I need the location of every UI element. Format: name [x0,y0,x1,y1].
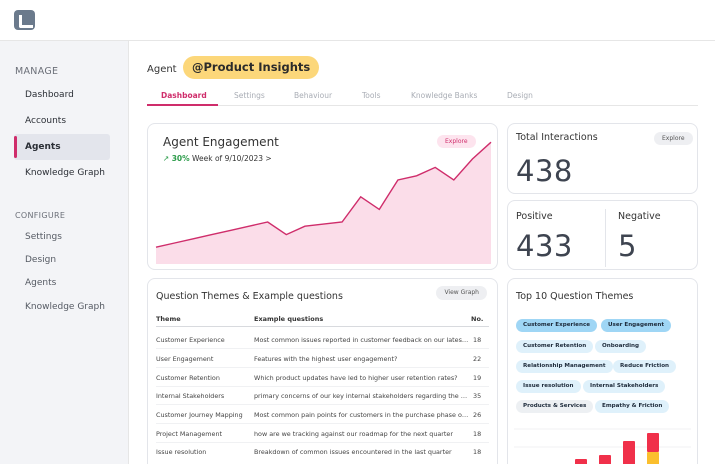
positive-value: 433 [516,229,573,263]
engagement-trend-chart [155,141,492,264]
table-row[interactable]: User Engagement Features with the highes… [156,350,489,368]
table-row[interactable]: Issue resolution Breakdown of common iss… [156,443,489,461]
row-theme: Customer Retention [156,374,220,382]
theme-chip-reduce-friction[interactable]: Reduce Friction [613,360,677,373]
theme-chip-issue-resolution[interactable]: Issue resolution [516,380,581,393]
row-example-question: primary concerns of our key internal sta… [254,392,469,400]
tab-tools[interactable]: Tools [362,91,381,100]
theme-chip-relationship-management[interactable]: Relationship Management [516,360,613,373]
row-theme: Issue resolution [156,448,207,456]
sentiment-card: Positive 433 Negative 5 [507,200,698,270]
top-themes-bar-chart [514,428,691,464]
row-example-question: Which product updates have led to higher… [254,374,458,382]
theme-chip-onboarding[interactable]: Onboarding [595,340,647,353]
theme-chip-products-services[interactable]: Products & Services [516,400,594,413]
row-count: 18 [473,448,482,456]
manage-section-title: MANAGE [15,66,59,77]
bar-segment [623,441,635,464]
sidebar: MANAGE Dashboard Accounts Agents Knowled… [0,41,129,464]
top-themes-card: Top 10 Question Themes Customer Experien… [507,278,698,464]
theme-chip-internal-stakeholders[interactable]: Internal Stakeholders [583,380,666,393]
sidebar-item-dashboard[interactable]: Dashboard [25,90,74,100]
agent-name-badge[interactable]: @Product Insights [183,56,320,79]
tab-behaviour[interactable]: Behaviour [294,91,333,100]
theme-chip-user-engagement[interactable]: User Engagement [601,319,672,332]
question-themes-card: Question Themes & Example questions View… [147,278,498,464]
bar-segment [599,455,611,464]
row-theme: Customer Journey Mapping [156,411,243,419]
total-interactions-card: Total Interactions Explore 438 [507,123,698,194]
table-row[interactable]: Customer Experience Most common issues r… [156,331,489,349]
sidebar-item-agents[interactable]: Agents [14,134,110,160]
top-bar [0,0,715,41]
tab-settings[interactable]: Settings [234,91,265,100]
row-example-question: how are we tracking against our roadmap … [254,430,453,438]
bar-segment [575,459,587,464]
agent-engagement-card: Agent Engagement ↗ 30% Week of 9/10/2023… [147,123,498,270]
table-row[interactable]: Customer Journey Mapping Most common pai… [156,406,489,424]
bar-segment [647,433,659,452]
column-header-count[interactable]: No. [471,315,484,323]
row-count: 18 [473,430,482,438]
row-count: 22 [473,355,482,363]
row-theme: Internal Stakeholders [156,392,225,400]
engagement-explore-button[interactable]: Explore [437,135,476,148]
row-example-question: Most common issues reported in customer … [254,336,469,344]
configure-section-title: CONFIGURE [15,211,66,220]
sidebar-item-config-agents[interactable]: Agents [25,278,57,288]
agent-label: Agent [147,64,177,75]
table-header-divider [156,326,489,327]
column-header-example-questions[interactable]: Example questions [254,315,324,323]
table-row[interactable]: Project Management how are we tracking a… [156,425,489,443]
theme-chip-customer-retention[interactable]: Customer Retention [516,340,594,353]
tab-dashboard[interactable]: Dashboard [161,91,207,100]
engagement-subtitle: ↗ 30% Week of 9/10/2023 > [163,154,272,163]
row-example-question: Features with the highest user engagemen… [254,355,398,363]
negative-value: 5 [618,229,637,263]
total-interactions-title: Total Interactions [516,132,598,143]
sidebar-item-accounts[interactable]: Accounts [25,116,67,126]
trend-up-icon: ↗ [163,154,170,163]
active-tab-indicator [147,104,218,106]
row-count: 35 [473,392,482,400]
table-row[interactable]: Customer Retention Which product updates… [156,369,489,387]
question-themes-title: Question Themes & Example questions [156,291,343,302]
bar-segment [647,452,659,464]
sentiment-divider [605,209,606,267]
negative-label: Negative [618,211,661,222]
row-theme: User Engagement [156,355,214,363]
engagement-title: Agent Engagement [163,135,279,149]
sidebar-item-knowledge-graph[interactable]: Knowledge Graph [25,168,105,178]
column-header-theme[interactable]: Theme [156,315,181,323]
tab-knowledge-banks[interactable]: Knowledge Banks [411,91,478,100]
sidebar-item-config-knowledge-graph[interactable]: Knowledge Graph [25,302,105,312]
row-theme: Customer Experience [156,336,225,344]
engagement-week-link[interactable]: Week of 9/10/2023 > [192,154,272,163]
sidebar-item-design[interactable]: Design [25,255,57,265]
row-count: 19 [473,374,482,382]
row-theme: Project Management [156,430,222,438]
top-themes-title: Top 10 Question Themes [516,291,634,302]
view-graph-button[interactable]: View Graph [436,286,487,300]
row-count: 18 [473,336,482,344]
row-count: 26 [473,411,482,419]
engagement-area [156,142,491,264]
theme-chip-empathy-friction[interactable]: Empathy & Friction [595,400,670,413]
tab-design[interactable]: Design [507,91,533,100]
positive-label: Positive [516,211,553,222]
engagement-line [155,141,492,248]
tab-bar: Dashboard Settings Behaviour Tools Knowl… [147,88,698,106]
app-logo-icon[interactable] [14,10,35,30]
sidebar-item-settings[interactable]: Settings [25,232,62,242]
total-interactions-value: 438 [516,154,573,188]
row-example-question: Breakdown of common issues encountered i… [254,448,452,456]
table-row[interactable]: Internal Stakeholders primary concerns o… [156,387,489,405]
row-example-question: Most common pain points for customers in… [254,411,469,419]
engagement-change-pct: 30% [171,154,190,163]
interactions-explore-button[interactable]: Explore [654,132,693,145]
theme-chip-customer-experience[interactable]: Customer Experience [516,319,598,332]
